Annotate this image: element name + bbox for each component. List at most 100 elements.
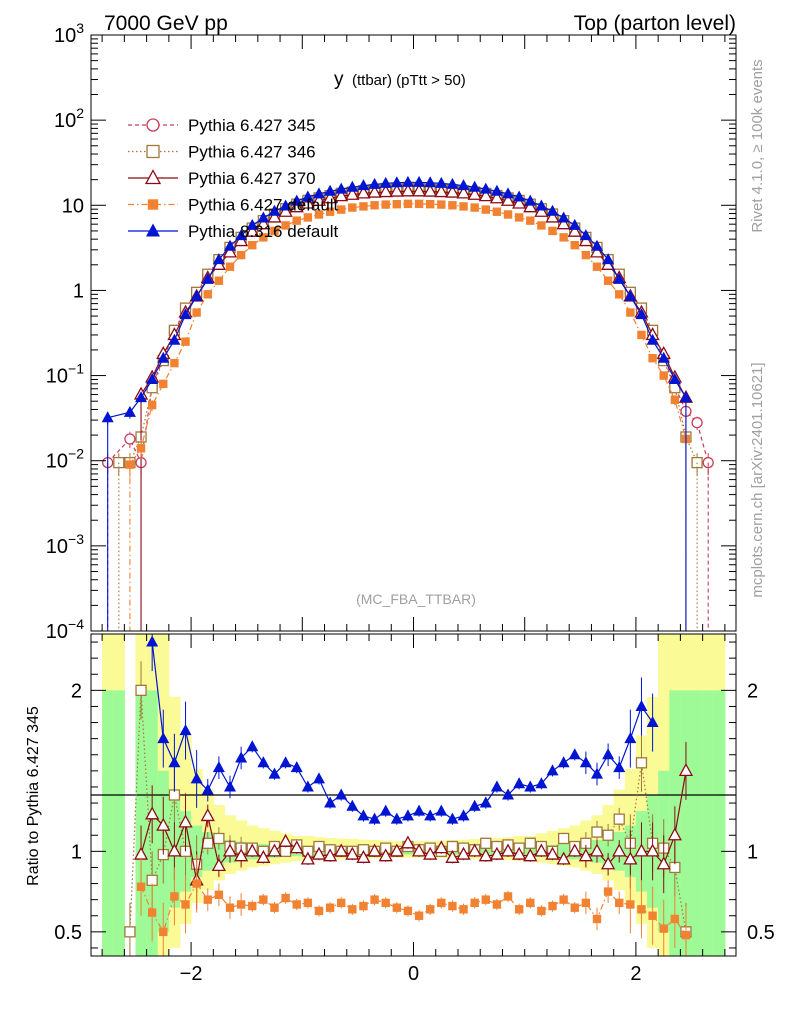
main-data-point: [546, 204, 559, 216]
main-data-point: [559, 233, 568, 242]
ratio-data-point: [613, 761, 626, 773]
ratio-data-point: [424, 809, 437, 821]
legend-marker: [144, 169, 162, 185]
ratio-data-point: [557, 756, 570, 768]
ratio-data-point: [135, 684, 147, 696]
main-data-point: [345, 186, 360, 200]
main-data-point: [190, 289, 203, 301]
main-data-point: [592, 262, 602, 271]
main-data-point: [159, 379, 168, 389]
main-data-point: [357, 179, 370, 191]
ratio-data-point: [270, 903, 279, 912]
main-data-point: [147, 400, 157, 410]
ratio-data-point: [357, 809, 370, 821]
main-data-point: [403, 199, 413, 209]
ratio-band-inner: [558, 844, 570, 859]
main-data-point: [613, 272, 626, 284]
ratio-data-point: [292, 900, 301, 909]
main-data-point: [579, 229, 592, 241]
main-data-point: [335, 182, 348, 194]
ratio-data-point: [445, 849, 460, 863]
main-data-point: [512, 195, 527, 209]
main-data-point: [691, 416, 703, 429]
legend-marker: [146, 223, 160, 237]
ratio-data-point: [502, 788, 515, 800]
main-data-point: [457, 179, 470, 191]
ratio-band-inner: [702, 690, 715, 956]
ratio-x-tick-label: 2: [630, 963, 641, 985]
legend-label: Pythia 8.316 default: [188, 222, 339, 241]
ratio-data-point: [568, 748, 581, 760]
ratio-data-point: [524, 837, 536, 849]
main-data-point: [290, 194, 303, 206]
ratio-data-point: [678, 762, 694, 776]
main-data-point: [101, 411, 114, 423]
main-data-point: [534, 203, 549, 217]
main-data-point: [400, 183, 416, 197]
main-data-point: [425, 199, 435, 209]
ratio-data-point: [290, 761, 303, 773]
main-data-point: [222, 244, 238, 258]
ratio-data-point: [211, 857, 226, 871]
main-data-point: [668, 372, 681, 384]
ratio-data-point: [181, 900, 190, 909]
main-data-point: [556, 216, 571, 230]
ratio-data-point: [591, 826, 603, 838]
main-axes: 10−4 10−3 10−2 10−1 1 10 102 103: [46, 20, 736, 643]
ratio-data-point: [334, 843, 349, 857]
main-data-point: [670, 395, 680, 404]
main-data-point: [236, 250, 246, 260]
ratio-data-point: [335, 788, 348, 800]
main-data-point: [548, 226, 557, 236]
main-data-point: [615, 290, 624, 299]
ratio-data-point: [578, 848, 593, 862]
ratio-data-point: [156, 817, 171, 831]
ratio-data-point: [512, 846, 527, 860]
legend-entry: Pythia 8.316 default: [128, 222, 339, 241]
ratio-data-point: [124, 926, 136, 938]
ratio-data-point: [537, 906, 546, 916]
analysis-label: (MC_FBA_TTBAR): [356, 591, 476, 607]
ratio-y-tick-label: 0.5: [54, 922, 82, 944]
ratio-data-point: [635, 699, 648, 711]
main-y-tick-label: 103: [54, 20, 84, 47]
main-data-point: [224, 239, 237, 251]
ratio-data-point: [470, 898, 479, 908]
main-data-point: [413, 175, 426, 187]
ratio-data-point: [213, 832, 225, 845]
main-data-point: [168, 333, 181, 345]
header-right: Top (parton level): [574, 12, 736, 35]
ratio-band-inner: [602, 836, 615, 866]
ratio-data-point: [236, 900, 246, 909]
ratio-data-point: [248, 901, 257, 911]
main-data-point: [492, 207, 502, 216]
ratio-data-point: [345, 846, 360, 860]
ratio-band-inner: [135, 690, 148, 956]
ratio-data-point: [524, 780, 537, 792]
ratio-series-pythia-6-427-370: [133, 741, 694, 910]
ratio-data-point: [303, 898, 313, 908]
legend-label: Pythia 6.427 370: [188, 169, 316, 188]
ratio-data-point: [601, 856, 616, 870]
main-data-point: [624, 289, 637, 301]
ratio-data-point: [478, 848, 493, 862]
ratio-data-point: [448, 901, 457, 911]
main-data-point: [135, 391, 148, 403]
main-data-point: [481, 205, 490, 214]
ratio-data-point: [559, 895, 568, 904]
ratio-data-point: [170, 892, 179, 901]
main-data-point: [192, 308, 201, 317]
main-data-point: [123, 405, 136, 417]
ratio-data-point: [570, 903, 579, 912]
main-series-layer: [101, 175, 714, 631]
ratio-data-point: [457, 809, 470, 821]
main-data-point: [467, 186, 482, 200]
ratio-data-point: [615, 898, 624, 908]
main-data-point: [448, 201, 457, 210]
main-data-point: [181, 337, 190, 346]
ratio-data-point: [545, 846, 560, 860]
main-y-tick-label: 10−3: [46, 531, 84, 558]
ratio-data-point: [411, 843, 427, 857]
main-data-point: [590, 239, 603, 251]
ratio-data-point: [681, 930, 691, 940]
